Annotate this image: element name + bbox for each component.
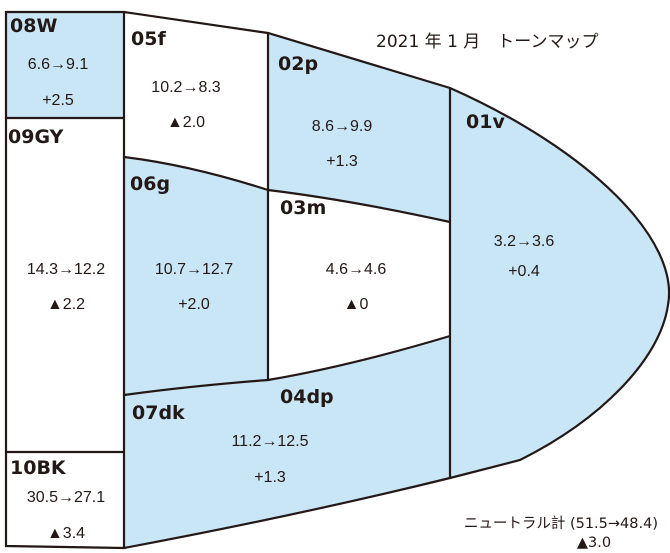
region-06g-code: 06g: [130, 173, 170, 195]
region-10bk-delta: ▲3.4: [47, 525, 85, 542]
region-09gy-shape: [6, 118, 124, 452]
region-08w-code: 08W: [10, 15, 57, 37]
region-10bk-shape: [6, 452, 124, 548]
region-02p-delta: +1.3: [326, 153, 358, 170]
region-02p-code: 02p: [278, 53, 318, 75]
region-06g-range: 10.7→12.7: [155, 261, 233, 278]
divider-c-upper: [123, 155, 451, 224]
neutral-total-label: ニュートラル計 (51.5→48.4): [464, 515, 658, 532]
region-03m-range: 4.6→4.6: [326, 261, 387, 278]
region-04dp-shape: [124, 336, 450, 548]
region-08w-range: 6.6→9.1: [28, 56, 89, 73]
region-07dk-range: 11.2→12.5: [231, 433, 308, 450]
region-01v-delta: +0.4: [508, 263, 540, 280]
region-07dk-code: 07dk: [132, 402, 185, 424]
map-title: 2021 年 1 月 トーンマップ: [376, 32, 598, 52]
region-01v-range: 3.2→3.6: [494, 233, 555, 250]
region-03m-delta: ▲0: [344, 296, 369, 313]
region-04dp-code: 04dp: [280, 386, 334, 408]
region-10bk-code: 10BK: [10, 457, 67, 479]
region-05f-delta: ▲2.0: [167, 114, 205, 131]
region-06g-delta: +2.0: [178, 296, 210, 313]
outline-lines: [4, 10, 670, 550]
region-05f-shape: [124, 12, 268, 190]
region-05f-code: 05f: [131, 28, 166, 50]
region-09gy-code: 09GY: [8, 126, 64, 148]
region-06g-shape: [124, 157, 268, 395]
outer-outline: [4, 10, 670, 550]
divider-c-lower: [123, 334, 451, 397]
region-08w-delta: +2.5: [42, 92, 74, 109]
neutral-total-delta: ▲3.0: [577, 535, 611, 551]
region-05f-range: 10.2→8.3: [151, 79, 220, 96]
region-08w-shape: [6, 12, 124, 118]
region-01v-code: 01v: [466, 111, 505, 133]
region-02p-range: 8.6→9.9: [312, 118, 373, 135]
region-09gy-range: 14.3→12.2: [27, 261, 105, 278]
region-10bk-range: 30.5→27.1: [27, 489, 105, 506]
region-02p-shape: [268, 33, 450, 222]
region-07dk-delta: +1.3: [254, 469, 286, 486]
region-03m-shape: [268, 190, 450, 380]
region-01v-shape: [450, 88, 670, 478]
region-03m-code: 03m: [280, 197, 326, 219]
region-09gy-delta: ▲2.2: [47, 296, 85, 313]
